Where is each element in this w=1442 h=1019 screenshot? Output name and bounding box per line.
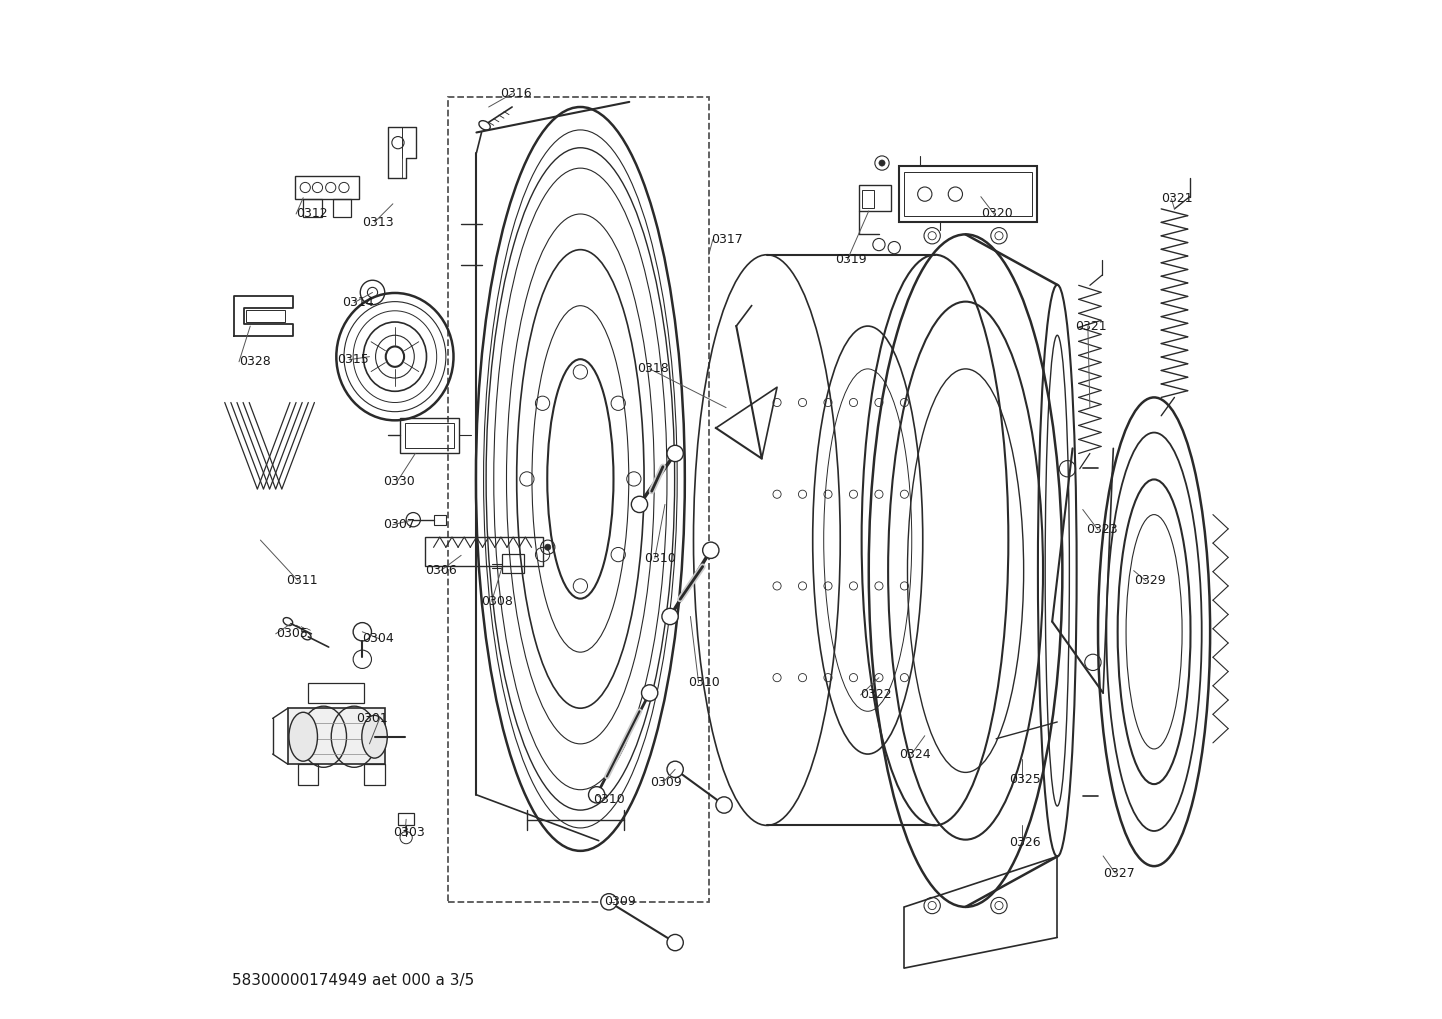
Bar [405, 423, 454, 448]
Text: 0310: 0310 [594, 794, 626, 806]
Ellipse shape [362, 715, 388, 758]
Text: 0309: 0309 [650, 776, 682, 789]
Bar [298, 764, 319, 785]
Text: 0309: 0309 [604, 896, 636, 908]
Bar [303, 199, 322, 217]
Text: 0319: 0319 [835, 254, 867, 266]
Bar [434, 515, 446, 525]
Text: 58300000174949 aet 000 a 3/5: 58300000174949 aet 000 a 3/5 [232, 973, 474, 987]
Circle shape [545, 544, 551, 550]
Text: 0308: 0308 [482, 595, 513, 607]
Bar [502, 554, 525, 573]
Text: 0321: 0321 [1161, 193, 1193, 205]
Bar [904, 172, 1032, 216]
Text: 0330: 0330 [382, 476, 414, 488]
Circle shape [632, 496, 647, 513]
Bar [296, 176, 359, 199]
Text: 0304: 0304 [362, 633, 394, 645]
Text: 0312: 0312 [296, 208, 327, 220]
Circle shape [668, 934, 684, 951]
Text: 0329: 0329 [1133, 575, 1165, 587]
Circle shape [642, 685, 658, 701]
Text: 0328: 0328 [239, 356, 271, 368]
Text: 0327: 0327 [1103, 867, 1135, 879]
Circle shape [668, 445, 684, 462]
Text: 0326: 0326 [1009, 837, 1041, 849]
Ellipse shape [288, 712, 317, 761]
Text: 0321: 0321 [1076, 320, 1107, 332]
Bar [247, 310, 286, 322]
Circle shape [588, 787, 604, 803]
Bar [425, 537, 542, 566]
Bar [399, 418, 459, 453]
Circle shape [880, 160, 885, 166]
Bar [398, 813, 414, 825]
Text: 0301: 0301 [356, 712, 388, 725]
Bar [365, 764, 385, 785]
Bar [900, 166, 1037, 222]
Text: 0322: 0322 [861, 689, 893, 701]
Bar [309, 683, 365, 703]
Text: 0310: 0310 [688, 677, 720, 689]
Text: 0316: 0316 [500, 88, 532, 100]
Bar [862, 190, 874, 208]
Circle shape [668, 761, 684, 777]
Text: 0305: 0305 [275, 628, 307, 640]
Text: 0310: 0310 [645, 552, 676, 565]
Text: 0318: 0318 [637, 363, 669, 375]
Circle shape [715, 797, 733, 813]
Circle shape [662, 608, 678, 625]
Text: 0317: 0317 [711, 233, 743, 246]
Bar [333, 199, 350, 217]
Text: 0307: 0307 [382, 519, 414, 531]
Text: 0314: 0314 [342, 297, 373, 309]
Bar [288, 708, 385, 764]
Circle shape [702, 542, 720, 558]
Text: 0320: 0320 [981, 208, 1012, 220]
Bar [448, 97, 709, 902]
Text: 0325: 0325 [1009, 773, 1041, 786]
Text: 0311: 0311 [286, 575, 317, 587]
Circle shape [601, 894, 617, 910]
Text: 0324: 0324 [900, 748, 932, 760]
Text: 0303: 0303 [392, 826, 424, 839]
Text: 0306: 0306 [425, 565, 457, 577]
Text: 0315: 0315 [337, 354, 369, 366]
Bar [858, 185, 891, 211]
Text: 0323: 0323 [1086, 524, 1118, 536]
Text: 0313: 0313 [362, 216, 394, 228]
